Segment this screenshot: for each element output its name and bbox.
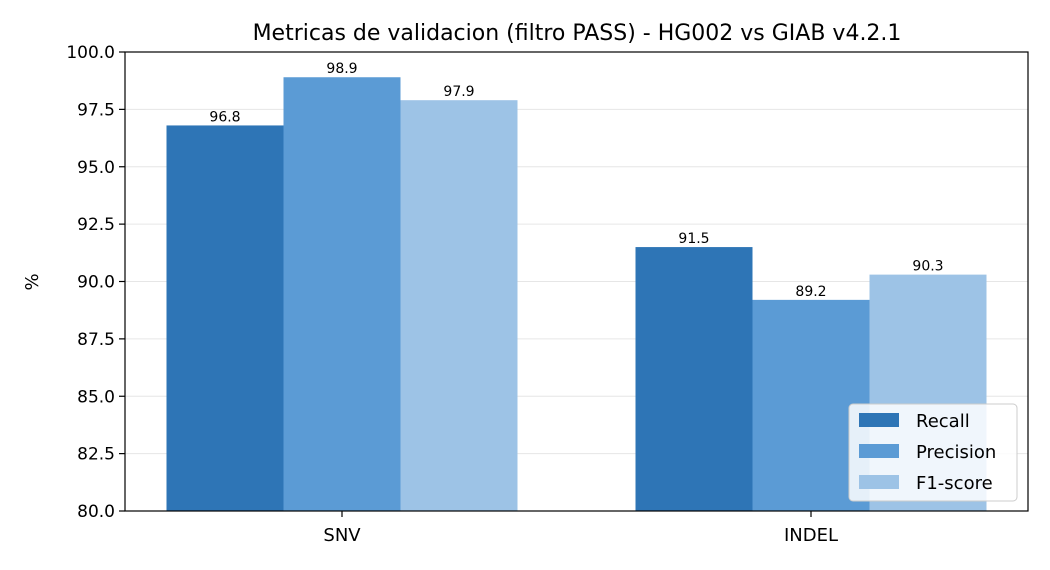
- y-tick-label: 95.0: [77, 158, 115, 178]
- legend-label: F1-score: [916, 473, 993, 494]
- legend-swatch: [859, 475, 899, 489]
- legend-label: Recall: [916, 411, 970, 432]
- y-tick-label: 100.0: [66, 43, 115, 63]
- y-axis: 80.0 82.5 85.0 87.5 90.0 92.5 95.0 97.5 100.0: [66, 43, 125, 522]
- data-label: 90.3: [912, 259, 943, 275]
- legend: Recall Precision F1-score: [848, 403, 1018, 502]
- legend-swatch: [859, 444, 899, 458]
- bar-snv-f1-score: [400, 100, 518, 511]
- legend-swatch: [859, 413, 899, 427]
- y-tick-label: 97.5: [77, 100, 115, 120]
- chart-title: Metricas de validacion (filtro PASS) - H…: [253, 21, 902, 46]
- data-label: 97.9: [443, 84, 474, 100]
- y-tick-label: 92.5: [77, 215, 115, 235]
- x-tick-label: SNV: [323, 525, 361, 546]
- data-label: 89.2: [795, 284, 826, 300]
- data-label: 96.8: [209, 109, 240, 125]
- y-tick-label: 80.0: [77, 502, 115, 522]
- x-axis: SNV INDEL: [323, 511, 838, 546]
- data-label: 98.9: [326, 61, 357, 77]
- data-labels: 96.8 98.9 97.9 91.5 89.2 90.3: [209, 61, 943, 300]
- y-tick-label: 85.0: [77, 387, 115, 407]
- bar-snv-recall: [166, 125, 284, 511]
- y-axis-label: %: [22, 273, 43, 290]
- y-tick-label: 82.5: [77, 445, 115, 465]
- x-tick-label: INDEL: [784, 525, 838, 546]
- y-tick-label: 87.5: [77, 330, 115, 350]
- y-tick-label: 90.0: [77, 273, 115, 293]
- legend-label: Precision: [916, 442, 996, 463]
- bar-indel-recall: [635, 247, 753, 511]
- bar-snv-precision: [283, 77, 401, 512]
- data-label: 91.5: [678, 231, 709, 247]
